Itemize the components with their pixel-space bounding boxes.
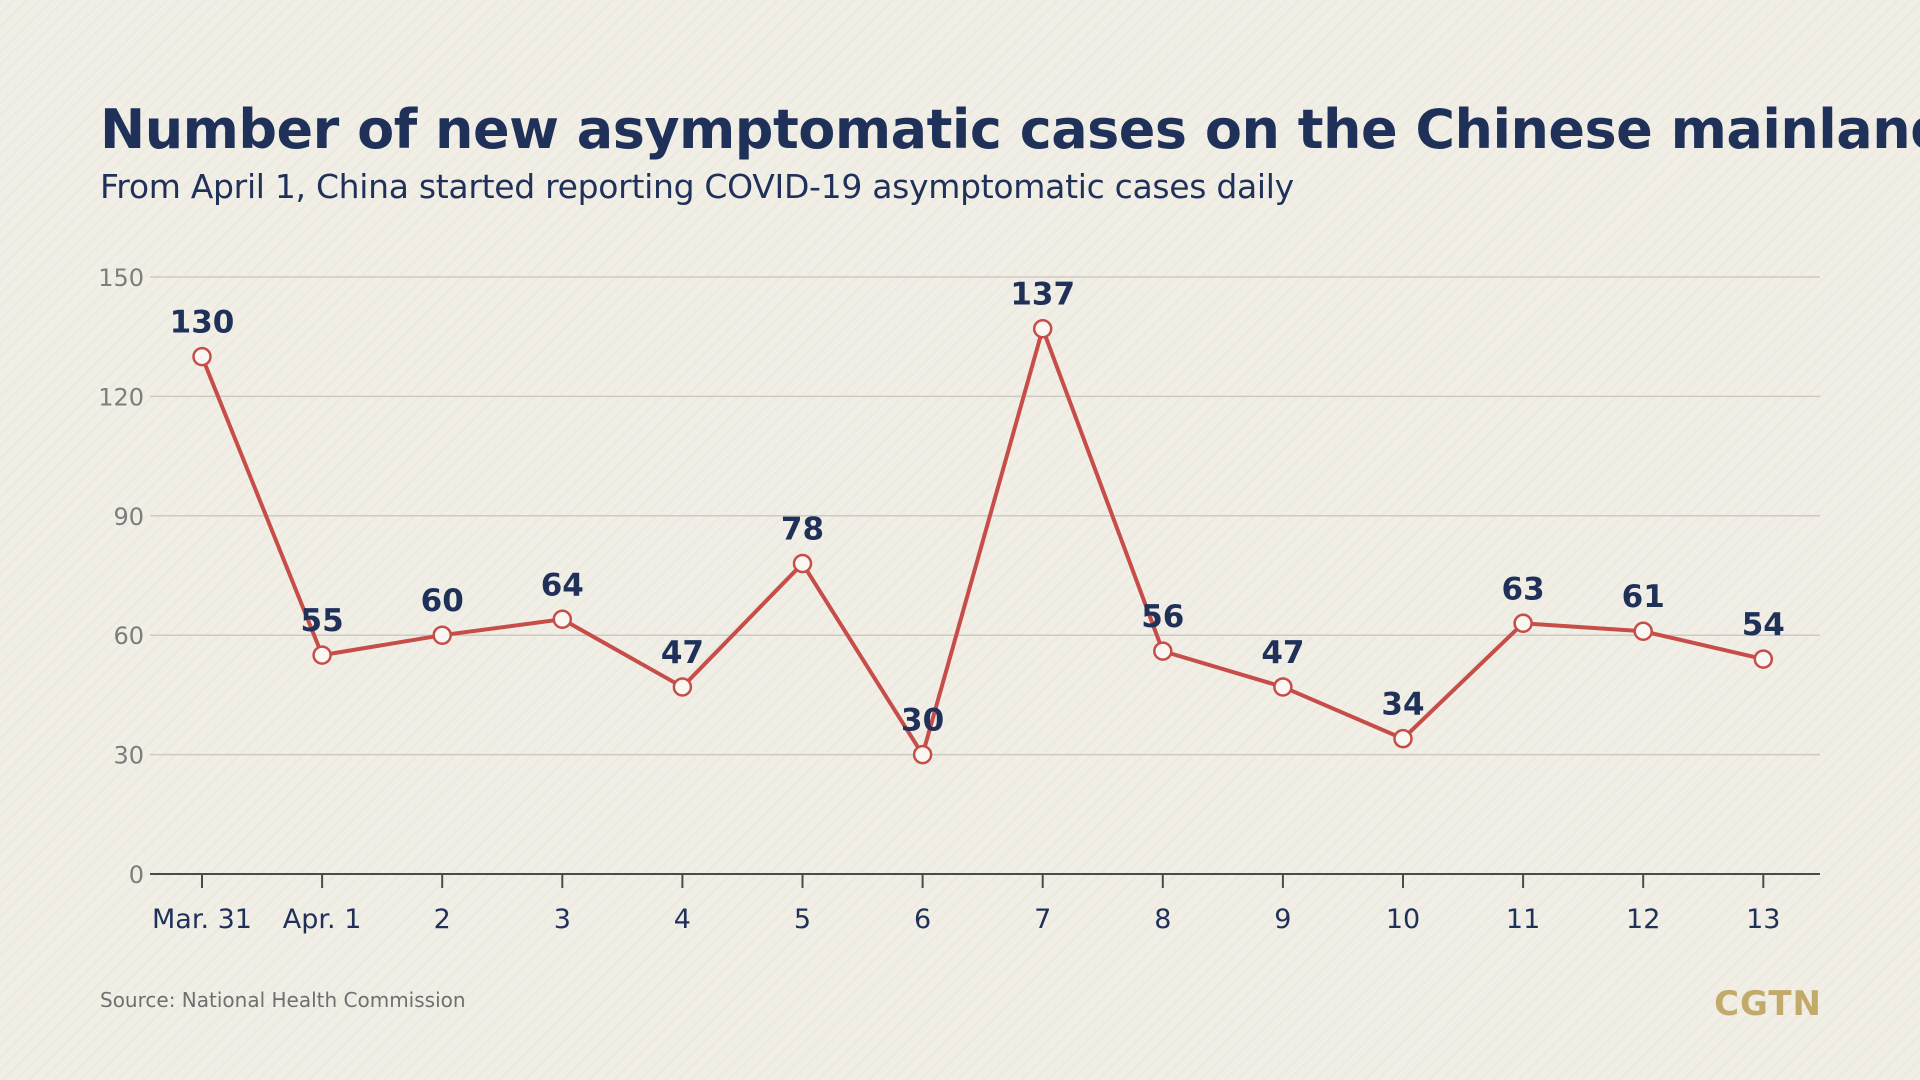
x-tick-label: 8 xyxy=(1154,904,1171,935)
x-tick-label: 13 xyxy=(1746,904,1780,935)
cgtn-logo: CGTN xyxy=(1714,984,1822,1024)
x-tick-label: 4 xyxy=(674,904,691,935)
data-label: 55 xyxy=(301,603,344,639)
series-line xyxy=(200,326,1766,757)
data-point xyxy=(1032,318,1053,339)
data-point xyxy=(1513,613,1533,634)
data-labels: 130 55 60 64 47 78 30 137 56 47 34 63 61 54 xyxy=(170,277,1785,739)
data-point xyxy=(1273,677,1293,697)
data-point xyxy=(552,609,573,630)
data-point xyxy=(432,625,452,645)
data-point xyxy=(1393,728,1413,749)
data-point xyxy=(912,744,933,765)
data-label: 54 xyxy=(1742,607,1785,643)
data-point xyxy=(1633,621,1653,641)
data-label: 47 xyxy=(661,635,704,671)
data-point xyxy=(672,677,693,697)
source-note: Source: National Health Commission xyxy=(100,988,466,1012)
data-label: 137 xyxy=(1010,277,1075,313)
data-label: 64 xyxy=(541,567,584,603)
x-axis: Mar. 31 Apr. 1 2 3 4 5 6 7 8 9 10 11 12 13 xyxy=(150,873,1820,935)
data-point xyxy=(192,346,212,367)
data-label: 47 xyxy=(1261,635,1304,671)
data-label: 60 xyxy=(421,583,464,619)
data-label: 78 xyxy=(781,512,824,548)
data-label: 63 xyxy=(1502,571,1545,607)
x-tick-label: 6 xyxy=(914,904,931,935)
series-cases xyxy=(200,326,1766,757)
data-point xyxy=(792,553,813,574)
data-label: 56 xyxy=(1141,599,1184,635)
y-tick-label: 0 xyxy=(129,861,144,889)
x-tick-label: 11 xyxy=(1506,904,1540,935)
x-tick-label: 12 xyxy=(1626,904,1660,935)
data-point xyxy=(312,645,332,665)
x-tick-label: 5 xyxy=(794,904,811,935)
x-tick-label: 2 xyxy=(434,904,451,935)
x-tick-label: 3 xyxy=(554,904,571,935)
x-tick-label: 7 xyxy=(1034,904,1051,935)
chart-title: Number of new asymptomatic cases on the … xyxy=(100,98,1920,161)
x-tick-label: Mar. 31 xyxy=(152,904,252,935)
data-point xyxy=(1753,649,1774,669)
data-label: 61 xyxy=(1622,579,1665,615)
y-tick-label: 120 xyxy=(98,383,144,411)
y-axis: 0 30 60 90 120 150 xyxy=(98,264,144,889)
y-tick-label: 90 xyxy=(113,503,144,531)
chart-subtitle: From April 1, China started reporting CO… xyxy=(100,167,1294,206)
data-point xyxy=(1153,641,1173,661)
x-tick-label: 9 xyxy=(1274,904,1291,935)
data-label: 130 xyxy=(170,305,235,341)
data-points xyxy=(192,318,1774,765)
x-tick-label: 10 xyxy=(1386,904,1420,935)
y-tick-label: 30 xyxy=(113,742,144,770)
gridlines xyxy=(150,276,1820,756)
x-tick-label: Apr. 1 xyxy=(283,904,362,935)
data-label: 34 xyxy=(1381,687,1424,723)
y-tick-label: 60 xyxy=(113,622,144,650)
data-label: 30 xyxy=(901,703,944,739)
y-tick-label: 150 xyxy=(98,264,144,292)
